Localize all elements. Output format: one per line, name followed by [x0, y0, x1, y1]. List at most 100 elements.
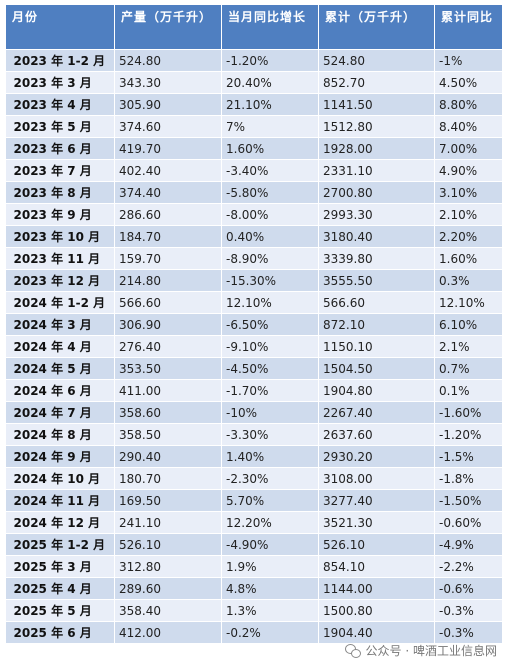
cell-output: 289.60 — [114, 577, 222, 600]
table-row: 2025 年 5 月 358.40 1.3% 1500.80 -0.3% — [5, 599, 503, 622]
table-row: 2024 年 9 月 290.40 1.40% 2930.20 -1.5% — [5, 445, 503, 468]
cell-cumulative: 872.10 — [318, 313, 435, 336]
header-cumulative: 累计（万千升） — [318, 4, 435, 50]
cell-monthly-yoy: 12.20% — [221, 511, 319, 534]
cell-cumulative: 2637.60 — [318, 423, 435, 446]
cell-cumulative-yoy: 7.00% — [434, 137, 503, 160]
cell-output: 286.60 — [114, 203, 222, 226]
cell-month: 2024 年 10 月 — [5, 467, 115, 490]
cell-cumulative: 526.10 — [318, 533, 435, 556]
cell-cumulative-yoy: -1.8% — [434, 467, 503, 490]
cell-monthly-yoy: 1.3% — [221, 599, 319, 622]
cell-monthly-yoy: -0.2% — [221, 621, 319, 644]
cell-month: 2024 年 3 月 — [5, 313, 115, 336]
cell-cumulative-yoy: -2.2% — [434, 555, 503, 578]
beer-production-table: 月份 产量（万千升） 当月同比增长 累计（万千升） 累计同比 2023 年 1-… — [5, 4, 503, 644]
cell-output: 419.70 — [114, 137, 222, 160]
table-row: 2024 年 11 月 169.50 5.70% 3277.40 -1.50% — [5, 489, 503, 512]
cell-cumulative: 2267.40 — [318, 401, 435, 424]
table-row: 2023 年 9 月 286.60 -8.00% 2993.30 2.10% — [5, 203, 503, 226]
cell-cumulative: 854.10 — [318, 555, 435, 578]
cell-output: 184.70 — [114, 225, 222, 248]
cell-cumulative: 3108.00 — [318, 467, 435, 490]
cell-cumulative: 1150.10 — [318, 335, 435, 358]
table-header-row: 月份 产量（万千升） 当月同比增长 累计（万千升） 累计同比 — [5, 4, 503, 50]
cell-monthly-yoy: 1.9% — [221, 555, 319, 578]
cell-cumulative-yoy: 8.40% — [434, 115, 503, 138]
cell-cumulative: 2331.10 — [318, 159, 435, 182]
cell-output: 305.90 — [114, 93, 222, 116]
table-row: 2024 年 12 月 241.10 12.20% 3521.30 -0.60% — [5, 511, 503, 534]
cell-output: 358.50 — [114, 423, 222, 446]
cell-month: 2025 年 1-2 月 — [5, 533, 115, 556]
cell-monthly-yoy: -10% — [221, 401, 319, 424]
cell-monthly-yoy: -4.50% — [221, 357, 319, 380]
cell-cumulative-yoy: -0.60% — [434, 511, 503, 534]
cell-cumulative: 2700.80 — [318, 181, 435, 204]
cell-month: 2023 年 11 月 — [5, 247, 115, 270]
cell-output: 159.70 — [114, 247, 222, 270]
cell-output: 358.60 — [114, 401, 222, 424]
cell-output: 374.60 — [114, 115, 222, 138]
cell-month: 2023 年 6 月 — [5, 137, 115, 160]
cell-cumulative-yoy: 12.10% — [434, 291, 503, 314]
cell-month: 2024 年 6 月 — [5, 379, 115, 402]
cell-cumulative-yoy: -4.9% — [434, 533, 503, 556]
cell-cumulative: 1904.40 — [318, 621, 435, 644]
cell-cumulative: 1928.00 — [318, 137, 435, 160]
cell-month: 2024 年 5 月 — [5, 357, 115, 380]
table-row: 2023 年 6 月 419.70 1.60% 1928.00 7.00% — [5, 137, 503, 160]
cell-cumulative: 1500.80 — [318, 599, 435, 622]
cell-output: 412.00 — [114, 621, 222, 644]
table-row: 2024 年 6 月 411.00 -1.70% 1904.80 0.1% — [5, 379, 503, 402]
header-cumulative-yoy: 累计同比 — [434, 4, 503, 50]
table-row: 2023 年 1-2 月 524.80 -1.20% 524.80 -1% — [5, 49, 503, 72]
table-row: 2023 年 8 月 374.40 -5.80% 2700.80 3.10% — [5, 181, 503, 204]
table-row: 2023 年 4 月 305.90 21.10% 1141.50 8.80% — [5, 93, 503, 116]
cell-month: 2023 年 9 月 — [5, 203, 115, 226]
cell-cumulative-yoy: 1.60% — [434, 247, 503, 270]
cell-cumulative: 3180.40 — [318, 225, 435, 248]
cell-output: 374.40 — [114, 181, 222, 204]
cell-output: 290.40 — [114, 445, 222, 468]
cell-output: 353.50 — [114, 357, 222, 380]
cell-output: 306.90 — [114, 313, 222, 336]
cell-monthly-yoy: 4.8% — [221, 577, 319, 600]
cell-output: 214.80 — [114, 269, 222, 292]
cell-monthly-yoy: -15.30% — [221, 269, 319, 292]
wechat-watermark: 公众号 · 啤酒工业信息网 — [344, 642, 497, 659]
cell-output: 180.70 — [114, 467, 222, 490]
table-row: 2025 年 4 月 289.60 4.8% 1144.00 -0.6% — [5, 577, 503, 600]
table-row: 2025 年 1-2 月 526.10 -4.90% 526.10 -4.9% — [5, 533, 503, 556]
cell-month: 2023 年 7 月 — [5, 159, 115, 182]
cell-cumulative: 1144.00 — [318, 577, 435, 600]
table-row: 2024 年 1-2 月 566.60 12.10% 566.60 12.10% — [5, 291, 503, 314]
cell-month: 2025 年 5 月 — [5, 599, 115, 622]
header-output: 产量（万千升） — [114, 4, 222, 50]
cell-cumulative-yoy: -0.3% — [434, 621, 503, 644]
header-monthly-yoy: 当月同比增长 — [221, 4, 319, 50]
cell-monthly-yoy: 0.40% — [221, 225, 319, 248]
cell-output: 524.80 — [114, 49, 222, 72]
cell-cumulative: 566.60 — [318, 291, 435, 314]
cell-cumulative-yoy: -1.20% — [434, 423, 503, 446]
watermark-text: 公众号 · 啤酒工业信息网 — [365, 644, 497, 658]
table-row: 2023 年 10 月 184.70 0.40% 3180.40 2.20% — [5, 225, 503, 248]
cell-monthly-yoy: -1.70% — [221, 379, 319, 402]
cell-output: 402.40 — [114, 159, 222, 182]
cell-cumulative-yoy: -0.6% — [434, 577, 503, 600]
cell-monthly-yoy: -2.30% — [221, 467, 319, 490]
cell-output: 312.80 — [114, 555, 222, 578]
cell-cumulative: 1141.50 — [318, 93, 435, 116]
cell-output: 241.10 — [114, 511, 222, 534]
cell-month: 2024 年 9 月 — [5, 445, 115, 468]
cell-cumulative: 2993.30 — [318, 203, 435, 226]
cell-monthly-yoy: -5.80% — [221, 181, 319, 204]
cell-month: 2023 年 10 月 — [5, 225, 115, 248]
cell-output: 169.50 — [114, 489, 222, 512]
cell-cumulative-yoy: -1.60% — [434, 401, 503, 424]
cell-monthly-yoy: -3.30% — [221, 423, 319, 446]
cell-cumulative-yoy: -1.50% — [434, 489, 503, 512]
cell-monthly-yoy: -4.90% — [221, 533, 319, 556]
cell-monthly-yoy: -8.00% — [221, 203, 319, 226]
